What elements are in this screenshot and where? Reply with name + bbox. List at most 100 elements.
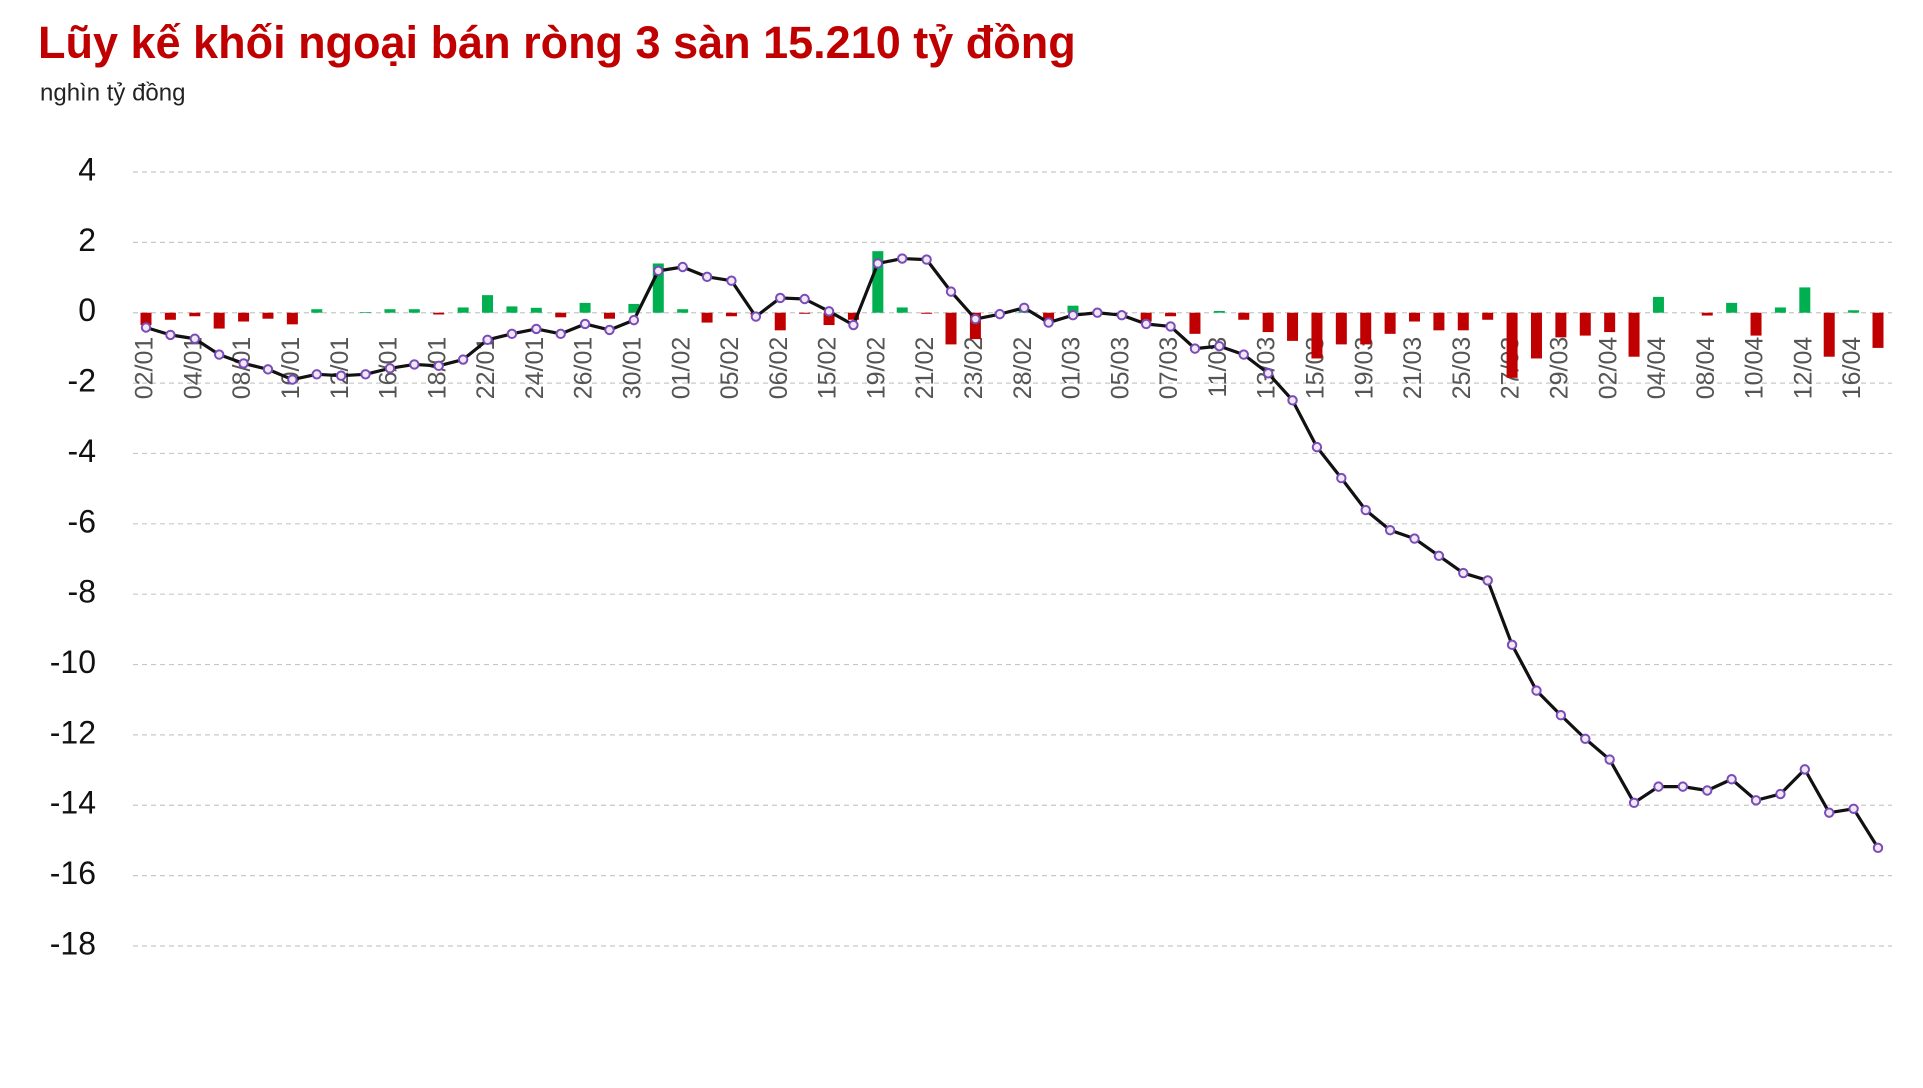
- line-marker: [848, 319, 859, 331]
- x-tick-label: 19/03: [1350, 337, 1378, 400]
- bar: [1604, 312, 1616, 333]
- y-tick-label: 2: [78, 222, 96, 258]
- bar: [725, 312, 737, 317]
- bar: [1530, 312, 1542, 359]
- bar: [921, 312, 933, 314]
- x-tick-label: 24/01: [521, 337, 549, 400]
- line-marker: [1848, 803, 1859, 814]
- line-marker: [165, 329, 176, 341]
- bar: [1213, 310, 1225, 313]
- bar: [774, 312, 786, 331]
- y-tick-label: -14: [50, 785, 96, 821]
- bar: [1262, 312, 1274, 333]
- line-marker: [531, 323, 542, 335]
- line-marker: [1555, 710, 1567, 721]
- line-marker: [1458, 567, 1469, 579]
- line-marker: [213, 349, 225, 360]
- bar: [799, 312, 811, 314]
- line-marker: [262, 364, 274, 375]
- bar: [408, 309, 420, 313]
- line-marker: [1604, 754, 1615, 765]
- bar: [579, 302, 591, 313]
- y-tick-label: 0: [78, 292, 96, 328]
- bar: [701, 312, 713, 323]
- x-tick-label: 21/03: [1399, 337, 1427, 400]
- bar: [1701, 312, 1713, 316]
- x-tick-label: 02/04: [1594, 337, 1622, 400]
- bar: [1823, 312, 1835, 357]
- bar: [1774, 307, 1786, 313]
- line-marker: [1384, 524, 1396, 536]
- line-marker: [238, 358, 249, 369]
- y-tick-label: -16: [50, 855, 96, 891]
- x-tick-label: 13/03: [1253, 337, 1281, 400]
- bar: [555, 312, 567, 318]
- bar: [189, 312, 201, 317]
- bar: [1311, 312, 1323, 359]
- x-tick-label: 04/04: [1643, 337, 1671, 400]
- line-marker: [506, 328, 518, 340]
- chart-subtitle: nghìn tỷ đồng: [40, 79, 185, 106]
- line-marker: [897, 253, 908, 264]
- x-tick-label: 29/03: [1545, 337, 1573, 400]
- line-marker: [775, 292, 786, 304]
- line-marker: [945, 286, 957, 297]
- line-marker: [1214, 340, 1225, 352]
- bar: [457, 307, 469, 313]
- bar: [1140, 312, 1152, 322]
- x-tick-label: 21/02: [911, 337, 939, 400]
- x-tick-label: 16/04: [1838, 337, 1866, 400]
- bar: [1579, 312, 1591, 336]
- line-marker: [1799, 764, 1811, 775]
- line-marker: [482, 334, 493, 346]
- bar: [262, 312, 274, 319]
- y-tick-label: -4: [68, 433, 96, 469]
- line-marker: [726, 275, 737, 286]
- y-tick-label: 4: [78, 151, 96, 187]
- x-tick-label: 04/01: [179, 337, 207, 400]
- line-marker: [1702, 785, 1713, 796]
- x-tick-label: 10/01: [277, 337, 305, 400]
- bar: [1457, 312, 1469, 331]
- line-marker: [1336, 472, 1347, 484]
- line-marker: [1140, 318, 1152, 330]
- x-tick-label: 26/01: [570, 337, 598, 400]
- line-marker: [1580, 733, 1591, 744]
- line-marker: [1531, 685, 1542, 696]
- x-tick-label: 30/01: [618, 337, 646, 400]
- line-marker: [1653, 781, 1664, 792]
- bar: [1872, 312, 1884, 348]
- bar: [1238, 312, 1250, 320]
- y-tick-label: -2: [68, 363, 96, 399]
- x-tick-label: 15/02: [814, 337, 842, 400]
- line-marker: [433, 360, 444, 372]
- bar: [360, 312, 372, 313]
- bar: [1067, 305, 1079, 313]
- bar: [1189, 312, 1201, 334]
- bar: [1628, 312, 1640, 357]
- bar: [1165, 312, 1177, 317]
- y-tick-label: -8: [68, 574, 96, 610]
- bar: [1799, 287, 1811, 313]
- line-marker: [1311, 441, 1323, 453]
- bar: [1555, 312, 1567, 338]
- y-tick-label: -18: [50, 925, 96, 961]
- line-marker: [921, 254, 932, 265]
- line-marker: [1775, 788, 1786, 800]
- bar: [1482, 312, 1494, 320]
- line-marker: [970, 313, 981, 325]
- bar: [603, 312, 615, 319]
- line-marker: [1092, 307, 1103, 318]
- line-marker: [1824, 807, 1835, 818]
- bar: [896, 307, 908, 313]
- line-marker: [409, 359, 420, 370]
- line-marker: [1067, 309, 1079, 321]
- line-marker: [1189, 343, 1201, 354]
- bar: [311, 309, 323, 313]
- bar: [140, 312, 152, 326]
- chart-title: Lũy kế khối ngoại bán ròng 3 sàn 15.210 …: [38, 17, 1076, 68]
- bar: [506, 306, 518, 313]
- line-marker: [384, 363, 396, 374]
- line-marker: [1677, 781, 1689, 792]
- line-marker: [750, 311, 762, 322]
